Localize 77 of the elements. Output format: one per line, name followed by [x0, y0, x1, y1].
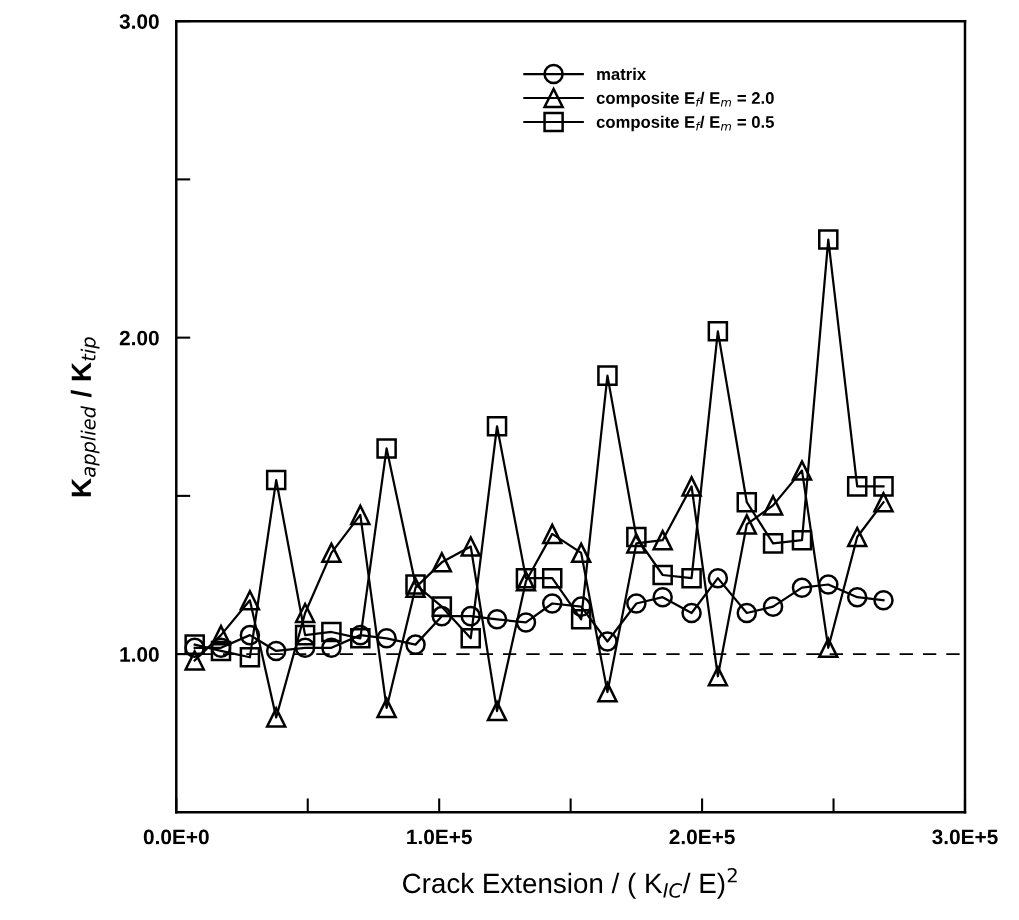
x-tick-label: 0.0E+0 [143, 829, 209, 845]
point [791, 460, 813, 481]
point [818, 637, 839, 659]
point [541, 593, 563, 614]
legend-label: composite E$_{f}$/ E$_{m}$ = 0.5 [596, 115, 774, 132]
point [597, 631, 618, 652]
point [597, 365, 618, 386]
point [570, 542, 592, 564]
point [652, 564, 673, 586]
point [486, 609, 508, 630]
point [265, 640, 287, 662]
point [762, 596, 784, 617]
point [294, 602, 316, 624]
point [736, 602, 758, 624]
point [210, 624, 232, 646]
point [321, 637, 342, 659]
point [791, 577, 813, 598]
y-tick-label: 2.00 [119, 330, 159, 346]
point [541, 567, 563, 589]
point [873, 491, 894, 513]
point [762, 495, 784, 516]
point [652, 586, 673, 608]
point [376, 628, 397, 649]
y-tick-label: 1.00 [120, 647, 159, 662]
point [818, 229, 839, 250]
x-tick-label: 2.0E+5 [669, 829, 735, 845]
point [321, 621, 342, 643]
point [265, 707, 287, 728]
legend-label: composite E$_{f}$/ E$_{m}$ = 2.0 [596, 91, 774, 108]
y-tick-label: 3.00 [119, 14, 159, 29]
point [376, 697, 397, 719]
x-tick-label: 1.0E+5 [407, 829, 472, 845]
point [818, 574, 839, 595]
point [846, 586, 868, 608]
point [846, 526, 868, 548]
point [681, 602, 702, 624]
legend-label: matrix [597, 67, 646, 81]
point [873, 590, 894, 611]
point [486, 700, 508, 722]
point [846, 476, 868, 497]
point [570, 609, 592, 630]
point [376, 438, 397, 459]
point [791, 529, 813, 551]
point [350, 504, 371, 526]
point [460, 536, 482, 557]
point [460, 605, 482, 627]
point [681, 476, 702, 497]
point [626, 526, 647, 548]
point [431, 596, 453, 617]
x-tick-label: 3.0E+5 [932, 829, 998, 845]
point [736, 491, 758, 513]
point [239, 624, 261, 646]
point [321, 542, 342, 564]
point [681, 567, 702, 589]
point [541, 523, 563, 545]
point [762, 533, 784, 554]
point [265, 469, 287, 491]
point [736, 514, 758, 535]
point [652, 529, 673, 551]
point [239, 590, 261, 611]
point [405, 634, 426, 655]
point [707, 321, 729, 342]
point [626, 593, 647, 614]
x-axis-title: Crack Extension / ( K$_{IC}$/ E)$^{2}$ [403, 867, 737, 899]
point [486, 415, 508, 437]
point [431, 605, 453, 627]
point [597, 681, 618, 703]
point [184, 650, 205, 671]
point [707, 666, 729, 687]
y-axis-title: K$_{applied}$ / K$_{tip}$ [70, 337, 100, 497]
point [707, 567, 729, 589]
point [294, 624, 316, 646]
point [460, 628, 482, 649]
point [431, 552, 453, 573]
point [239, 647, 261, 668]
point [515, 612, 537, 633]
point [873, 476, 894, 497]
